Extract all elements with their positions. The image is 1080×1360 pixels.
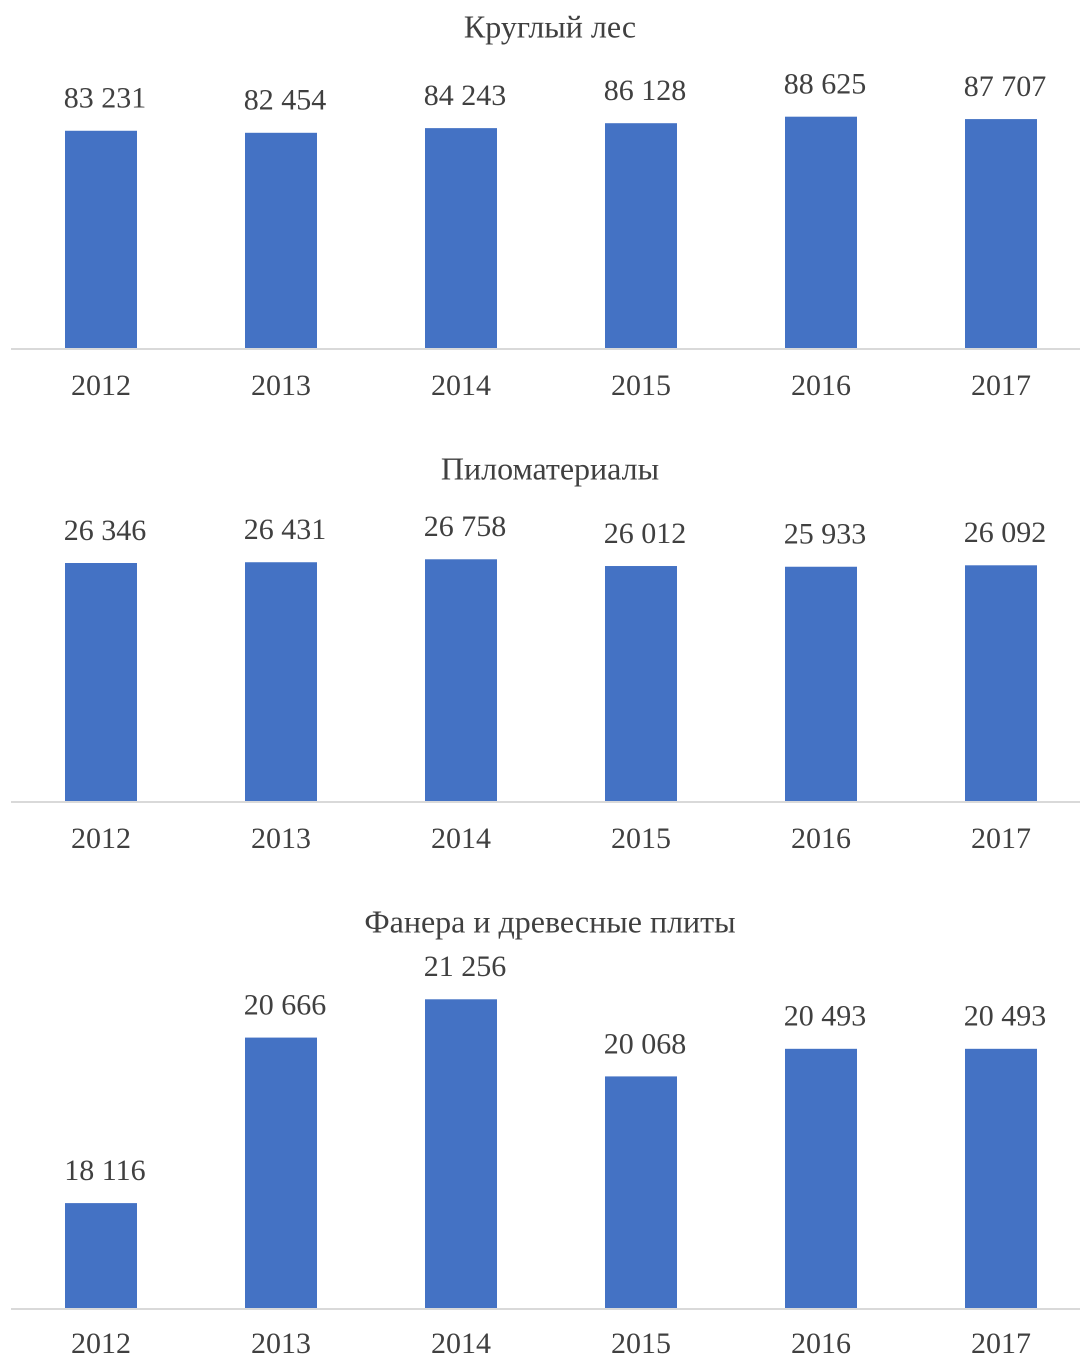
bar bbox=[605, 123, 677, 348]
bar bbox=[425, 999, 497, 1308]
x-tick-label: 2014 bbox=[431, 369, 491, 402]
data-label: 20 068 bbox=[604, 1027, 687, 1060]
x-tick-label: 2016 bbox=[791, 369, 851, 402]
x-tick-label: 2014 bbox=[431, 1327, 491, 1360]
data-label: 84 243 bbox=[424, 79, 507, 112]
data-label: 25 933 bbox=[784, 518, 867, 551]
data-label: 26 431 bbox=[244, 513, 327, 546]
bar bbox=[65, 563, 137, 801]
bar bbox=[965, 565, 1037, 801]
chart-title: Фанера и древесные плиты bbox=[364, 903, 735, 939]
data-label: 87 707 bbox=[964, 70, 1047, 103]
x-tick-label: 2012 bbox=[71, 1327, 131, 1360]
bar bbox=[425, 559, 497, 801]
x-tick-label: 2013 bbox=[251, 369, 311, 402]
x-tick-label: 2013 bbox=[251, 1327, 311, 1360]
data-label: 26 092 bbox=[964, 516, 1047, 549]
bar bbox=[245, 1037, 317, 1308]
bar bbox=[785, 566, 857, 801]
data-label: 83 231 bbox=[64, 82, 147, 115]
x-tick-label: 2013 bbox=[251, 822, 311, 855]
x-tick-label: 2017 bbox=[971, 822, 1031, 855]
chart-title: Пиломатериалы bbox=[441, 450, 659, 486]
data-label: 26 012 bbox=[604, 517, 687, 550]
data-label: 21 256 bbox=[424, 950, 507, 983]
x-tick-label: 2015 bbox=[611, 1327, 671, 1360]
x-tick-label: 2015 bbox=[611, 822, 671, 855]
data-label: 20 493 bbox=[784, 1000, 867, 1033]
data-label: 20 666 bbox=[244, 988, 327, 1021]
bar bbox=[65, 1203, 137, 1308]
bar bbox=[965, 1048, 1037, 1308]
x-tick-label: 2016 bbox=[791, 1327, 851, 1360]
data-label: 26 346 bbox=[64, 514, 147, 547]
bar bbox=[785, 1048, 857, 1308]
data-label: 18 116 bbox=[64, 1154, 145, 1187]
x-tick-label: 2017 bbox=[971, 369, 1031, 402]
x-tick-label: 2016 bbox=[791, 822, 851, 855]
x-tick-label: 2015 bbox=[611, 369, 671, 402]
data-label: 86 128 bbox=[604, 74, 687, 107]
bar bbox=[65, 130, 137, 348]
bar bbox=[965, 119, 1037, 348]
data-label: 82 454 bbox=[244, 84, 327, 117]
bar bbox=[245, 132, 317, 348]
x-tick-label: 2012 bbox=[71, 822, 131, 855]
bar bbox=[425, 128, 497, 348]
bar bbox=[785, 116, 857, 348]
bar bbox=[245, 562, 317, 801]
x-tick-label: 2017 bbox=[971, 1327, 1031, 1360]
x-tick-label: 2014 bbox=[431, 822, 491, 855]
bar bbox=[605, 1076, 677, 1308]
x-tick-label: 2012 bbox=[71, 369, 131, 402]
data-label: 26 758 bbox=[424, 510, 507, 543]
data-label: 20 493 bbox=[964, 1000, 1047, 1033]
data-label: 88 625 bbox=[784, 68, 867, 101]
bar bbox=[605, 566, 677, 801]
chart-title: Круглый лес bbox=[464, 8, 636, 44]
